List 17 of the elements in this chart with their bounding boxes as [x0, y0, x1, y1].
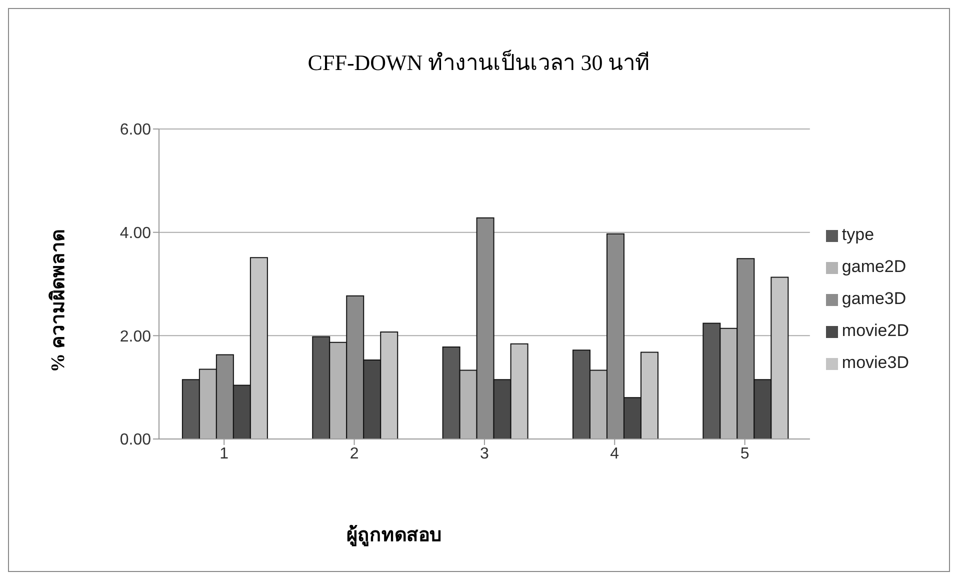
x-axis-title: ผู้ถูกทดสอบ — [346, 524, 442, 548]
x-tick-label: 1 — [220, 445, 229, 462]
legend-label: game3D — [842, 289, 906, 308]
legend-label: movie2D — [842, 321, 909, 340]
y-tick-label: 4.00 — [120, 225, 152, 242]
legend-label: movie3D — [842, 353, 909, 372]
x-tick-label: 5 — [740, 445, 750, 462]
legend-label: game2D — [842, 257, 906, 276]
legend-label: type — [842, 225, 874, 244]
y-tick-label: 0.00 — [120, 432, 152, 449]
x-tick-label: 2 — [350, 445, 359, 462]
y-tick-label: 2.00 — [120, 328, 152, 346]
x-tick-label: 4 — [610, 445, 620, 462]
y-tick-label: 6.00 — [120, 122, 152, 139]
x-tick-label: 3 — [480, 445, 489, 462]
y-axis-title: % ความผิดพลาด — [47, 230, 70, 372]
chart-title: CFF-DOWN ทำงานเป็นเวลา 30 นาที — [306, 48, 652, 77]
